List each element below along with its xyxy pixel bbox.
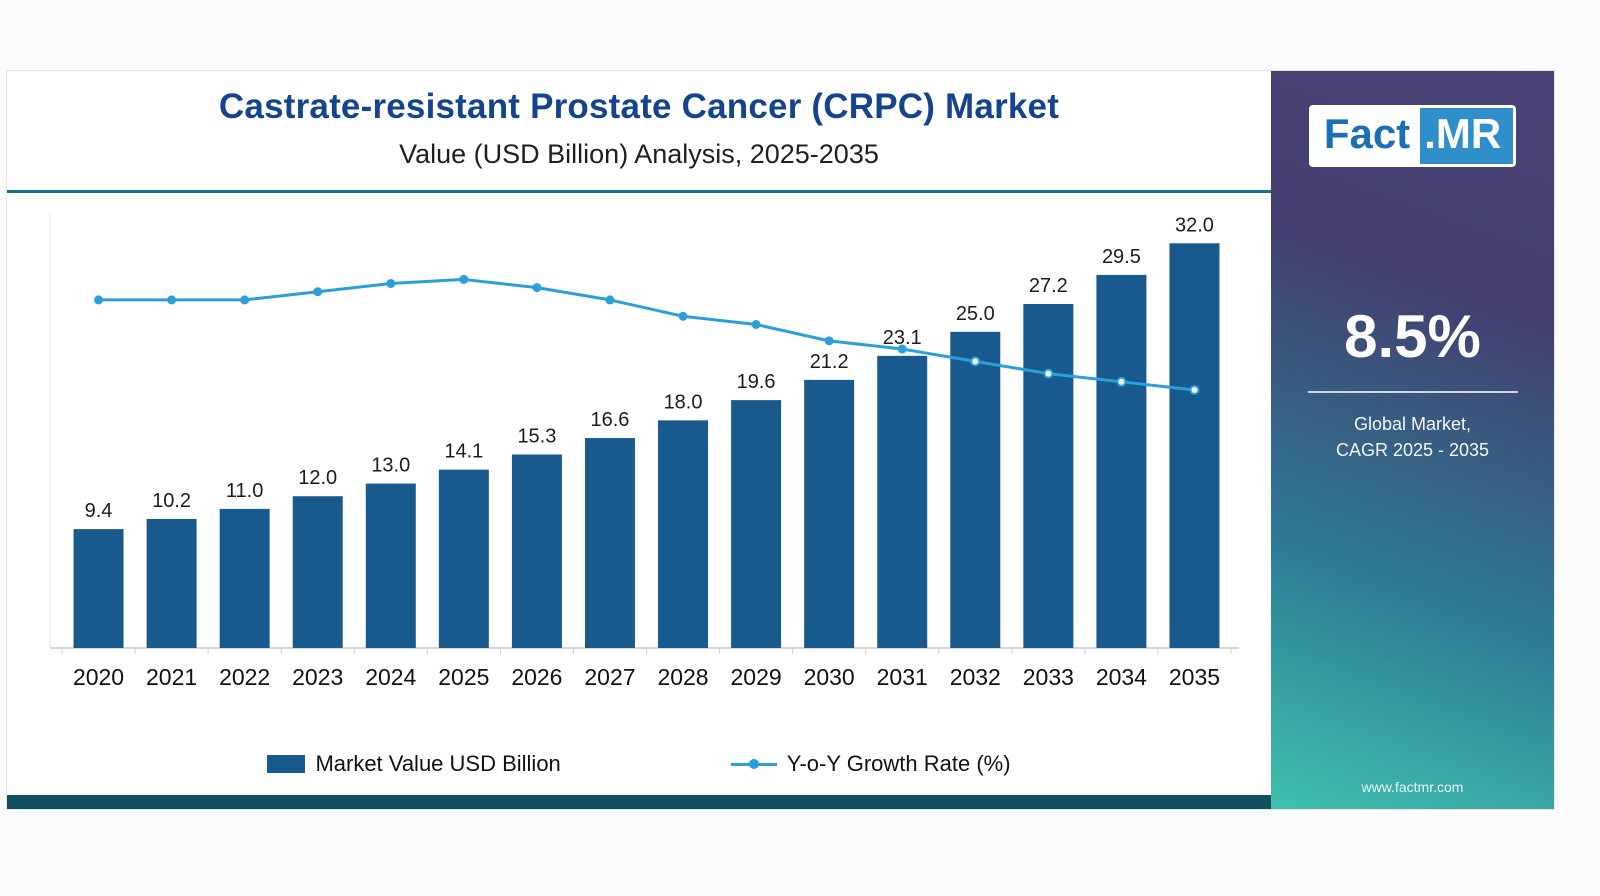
website-url: www.factmr.com (1361, 779, 1464, 795)
line-marker (459, 274, 469, 284)
x-axis-label: 2025 (438, 664, 489, 690)
bar-value-label: 9.4 (85, 500, 113, 522)
legend-line-label: Y-o-Y Growth Rate (%) (786, 751, 1011, 776)
bar-value-label: 16.6 (591, 409, 630, 431)
bar-swatch-icon (267, 755, 306, 773)
cagr-value: 8.5% (1344, 303, 1481, 370)
bar (804, 379, 855, 648)
legend-item-line: Y-o-Y Growth Rate (%) (730, 751, 1011, 777)
bar (1023, 304, 1074, 648)
line-marker-open (1043, 368, 1054, 379)
bar-value-label: 23.1 (883, 327, 922, 349)
line-marker-icon (730, 759, 777, 769)
chart-svg: 9.4 2020 10.2 2021 11.0 2022 12.0 2023 13.0 2024 1… (49, 213, 1239, 690)
line-marker (167, 295, 177, 305)
bar (511, 454, 562, 648)
bar-value-label: 14.1 (444, 441, 483, 463)
bar (1169, 243, 1220, 648)
bar-value-label: 32.0 (1175, 214, 1214, 236)
header: Castrate-resistant Prostate Cancer (CRPC… (7, 71, 1271, 193)
line-marker (897, 344, 907, 354)
x-axis-label: 2034 (1096, 664, 1147, 690)
x-axis-label: 2035 (1169, 664, 1220, 690)
bar (658, 420, 709, 648)
bar (365, 483, 416, 648)
line-marker (678, 311, 688, 321)
x-axis-label: 2023 (292, 664, 343, 690)
stat-caption-line2: CAGR 2025 - 2035 (1335, 440, 1490, 461)
line-marker (824, 336, 834, 346)
bar-value-label: 11.0 (226, 480, 263, 502)
chart-panel: Castrate-resistant Prostate Cancer (CRPC… (7, 71, 1271, 809)
x-axis-label: 2032 (950, 664, 1001, 690)
x-axis-label: 2022 (219, 664, 270, 690)
x-axis-label: 2028 (657, 664, 708, 690)
bar (73, 529, 124, 648)
cagr-stat: 8.5% Global Market, CAGR 2025 - 2035 (1307, 302, 1518, 463)
line-marker (532, 283, 542, 293)
bar-value-label: 12.0 (298, 467, 337, 489)
line-marker (605, 295, 615, 305)
bar (950, 331, 1001, 648)
legend-item-bar: Market Value USD Billion (267, 751, 561, 777)
x-axis-label: 2021 (146, 664, 197, 690)
logo-mr-text: .MR (1420, 108, 1514, 164)
bar (438, 469, 489, 648)
bar-value-label: 10.2 (152, 490, 191, 512)
x-axis-label: 2030 (804, 664, 855, 690)
line-marker-open (970, 356, 981, 367)
bar-value-label: 25.0 (956, 303, 995, 325)
infographic: Castrate-resistant Prostate Cancer (CRPC… (6, 70, 1555, 810)
page-subtitle: Value (USD Billion) Analysis, 2025-2035 (399, 139, 879, 169)
stat-caption: Global Market, CAGR 2025 - 2035 (1308, 411, 1518, 463)
bar-value-label: 19.6 (737, 371, 776, 393)
page-title: Castrate-resistant Prostate Cancer (CRPC… (218, 87, 1060, 126)
line-marker (751, 319, 761, 329)
bar-value-label: 13.0 (371, 455, 410, 477)
x-axis-label: 2026 (511, 664, 562, 690)
factmr-logo: Fact .MR (1308, 105, 1517, 167)
bar-value-label: 15.3 (517, 426, 556, 448)
x-axis-label: 2027 (584, 664, 635, 690)
line-marker (313, 287, 323, 297)
x-axis-label: 2033 (1023, 664, 1074, 690)
chart-area: 9.4 2020 10.2 2021 11.0 2022 12.0 2023 13.0 2024 1… (7, 193, 1271, 747)
legend-bar-label: Market Value USD Billion (315, 751, 561, 776)
line-marker-open (1116, 376, 1127, 387)
logo-fact-text: Fact (1311, 108, 1421, 164)
bar (877, 355, 928, 648)
stat-divider (1307, 391, 1518, 393)
bar (1096, 274, 1147, 648)
line-marker (240, 295, 250, 305)
bar-value-label: 18.0 (664, 391, 703, 413)
sidebar: Fact .MR 8.5% Global Market, CAGR 2025 -… (1271, 71, 1554, 809)
line-marker-open (1189, 385, 1200, 395)
x-axis-label: 2020 (73, 664, 124, 690)
title-divider (7, 190, 1271, 193)
chart-legend: Market Value USD Billion Y-o-Y Growth Ra… (7, 747, 1271, 795)
bar (146, 519, 197, 648)
line-marker (94, 295, 104, 305)
x-axis-label: 2029 (731, 664, 782, 690)
growth-line (98, 277, 1195, 392)
x-axis-label: 2031 (877, 664, 928, 690)
bar (219, 508, 270, 648)
x-axis-label: 2024 (365, 664, 416, 690)
bar-value-label: 21.2 (810, 351, 849, 373)
bar (731, 400, 782, 648)
bar-value-label: 29.5 (1102, 246, 1141, 268)
bar-value-label: 27.2 (1029, 275, 1068, 297)
footer-bar (7, 795, 1271, 809)
bar (584, 438, 635, 648)
bar (292, 496, 343, 648)
line-marker (386, 279, 396, 289)
stat-caption-line1: Global Market, (1353, 414, 1472, 434)
